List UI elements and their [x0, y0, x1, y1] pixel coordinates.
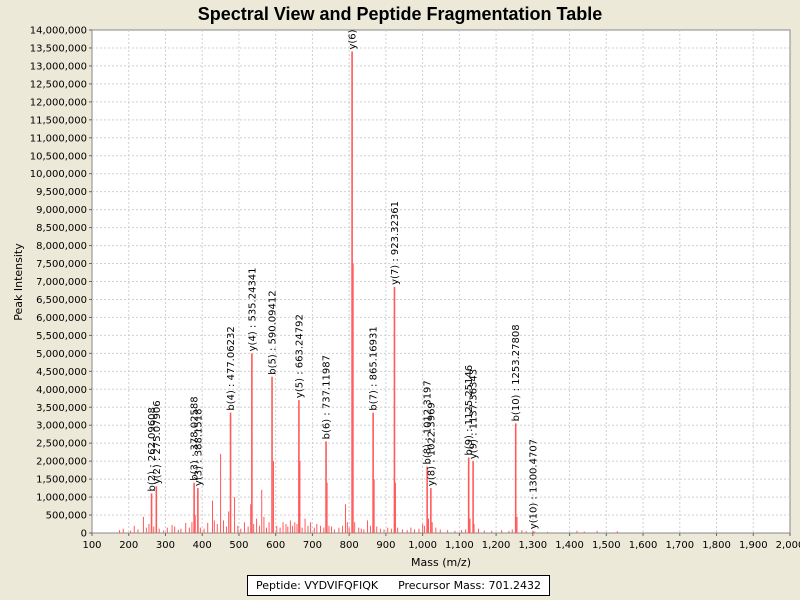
peak-annotation-label: y(8) : 1022.3969 [426, 402, 437, 486]
y-tick-label: 9,500,000 [36, 187, 87, 198]
x-tick-label: 1,900 [739, 540, 768, 551]
peak-annotation-label: y(9) : 1137.36343 [469, 369, 480, 459]
x-tick-label: 1,200 [482, 540, 511, 551]
y-tick-label: 1,000,000 [36, 493, 87, 504]
peak-annotation-label: b(7) : 865.16931 [369, 326, 380, 410]
y-tick-label: 0 [81, 529, 87, 540]
x-tick-label: 1,700 [665, 540, 694, 551]
x-tick-label: 300 [156, 540, 175, 551]
y-tick-label: 4,500,000 [36, 367, 87, 378]
peak-annotation-label: b(4) : 477.06232 [226, 326, 237, 410]
x-tick-label: 1,500 [592, 540, 621, 551]
x-axis-label: Mass (m/z) [411, 556, 471, 569]
y-tick-label: 5,000,000 [36, 349, 87, 360]
peak-annotation-label: b(8) : 1012.3197 [423, 380, 434, 464]
y-tick-label: 6,000,000 [36, 313, 87, 324]
y-tick-label: 5,500,000 [36, 331, 87, 342]
y-tick-label: 6,500,000 [36, 295, 87, 306]
x-tick-label: 2,000 [776, 540, 800, 551]
peak-annotation-label: y(6) [348, 29, 359, 49]
x-tick-label: 700 [303, 540, 322, 551]
y-tick-label: 3,500,000 [36, 403, 87, 414]
y-tick-label: 1,500,000 [36, 475, 87, 486]
peak-annotation-label: y(2) : 275.07906 [152, 400, 163, 484]
y-axis-label: Peak Intensity [12, 243, 25, 321]
peak-annotation-label: y(5) : 663.24792 [294, 314, 305, 398]
y-tick-label: 2,000,000 [36, 457, 87, 468]
y-tick-label: 7,000,000 [36, 277, 87, 288]
y-tick-label: 8,000,000 [36, 241, 87, 252]
y-tick-label: 13,500,000 [30, 43, 87, 54]
x-tick-label: 1,000 [408, 540, 437, 551]
x-tick-label: 1,800 [702, 540, 731, 551]
x-tick-label: 200 [119, 540, 138, 551]
y-tick-label: 500,000 [46, 511, 87, 522]
peak-annotation-label: y(10) : 1300.4707 [529, 439, 540, 529]
peak-bars [119, 51, 618, 533]
y-tick-label: 9,000,000 [36, 205, 87, 216]
x-tick-label: 1,400 [555, 540, 584, 551]
peak-annotation-label: b(9) : 1125.25146 [464, 365, 475, 456]
x-tick-label: 500 [229, 540, 248, 551]
y-tick-label: 7,500,000 [36, 259, 87, 270]
peak-annotation-label: y(3) : 388.1518 [193, 409, 204, 487]
y-tick-label: 11,500,000 [30, 115, 87, 126]
x-tick-label: 900 [376, 540, 395, 551]
y-tick-label: 11,000,000 [30, 133, 87, 144]
y-tick-label: 14,000,000 [30, 26, 87, 37]
precursor-mass-label: Precursor Mass: 701.2432 [398, 579, 541, 592]
peak-annotation-label: b(3) : 378.02588 [190, 396, 201, 480]
x-tick-label: 800 [340, 540, 359, 551]
x-tick-label: 1,600 [629, 540, 658, 551]
y-tick-label: 10,500,000 [30, 151, 87, 162]
x-tick-label: 400 [193, 540, 212, 551]
peak-annotation-label: b(6) : 737.11987 [322, 355, 333, 439]
peak-annotation-label: y(4) : 535.24341 [247, 267, 258, 351]
y-axis: 0 500,000 1,000,000 1,500,000 2,000,000 2,500… [30, 26, 92, 540]
peak-annotation-label: b(5) : 590.09412 [268, 290, 279, 374]
peptide-label: Peptide: VYDVIFQFIQK [256, 579, 379, 592]
peak-annotation-label: b(10) : 1253.27808 [511, 324, 522, 421]
x-tick-label: 1,300 [519, 540, 548, 551]
grid [92, 30, 790, 533]
y-tick-label: 2,500,000 [36, 439, 87, 450]
y-tick-label: 4,000,000 [36, 385, 87, 396]
y-tick-label: 10,000,000 [30, 169, 87, 180]
x-tick-label: 100 [82, 540, 101, 551]
y-tick-label: 8,500,000 [36, 223, 87, 234]
legend-box: Peptide: VYDVIFQFIQK Precursor Mass: 701… [247, 575, 550, 596]
peak-annotation-label: b(2) : 262.09608 [147, 407, 158, 491]
y-tick-label: 3,000,000 [36, 421, 87, 432]
y-tick-label: 12,500,000 [30, 79, 87, 90]
peak-annotation-label: y(7) : 923.32361 [390, 201, 401, 285]
x-axis: 100 200 300 400 500 600 700 800 900 1,000 1,100 1,2… [82, 533, 800, 551]
y-tick-label: 12,000,000 [30, 97, 87, 108]
x-tick-label: 600 [266, 540, 285, 551]
x-tick-label: 1,100 [445, 540, 474, 551]
y-tick-label: 13,000,000 [30, 61, 87, 72]
chart-title: Spectral View and Peptide Fragmentation … [198, 4, 602, 24]
